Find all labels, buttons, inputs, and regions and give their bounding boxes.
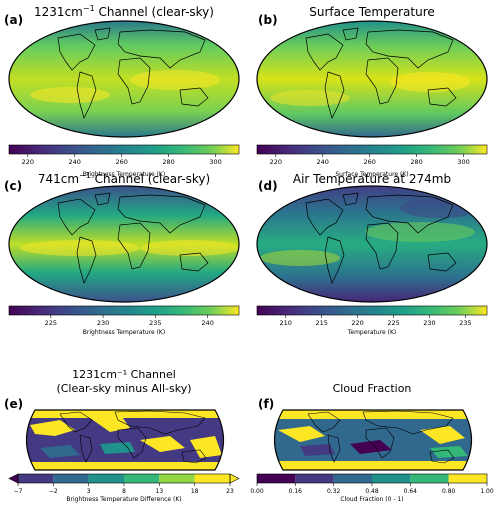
colorbar-segment xyxy=(295,474,334,483)
colorbar-tick-label: 0.16 xyxy=(289,488,303,495)
panel-f-colorbar xyxy=(256,473,488,484)
panel-a-map xyxy=(9,21,239,137)
colorbar-segment xyxy=(18,474,54,483)
panel-b-colorbar-label: Surface Temperature (K) xyxy=(335,171,408,178)
panel-a: (a) 1231cm−1 Channel (clear-sky) 220 240 2… xyxy=(4,4,240,178)
colorbar-segment xyxy=(88,474,124,483)
panel-e-title-line-2: (Clear-sky minus All-sky) xyxy=(56,382,191,395)
panel-e: (e) 1231cm⁻¹ Channel (Clear-sky minus Al… xyxy=(4,368,240,503)
colorbar-tick-label: 240 xyxy=(317,158,329,166)
colorbar-tick-label: 1.00 xyxy=(480,488,494,495)
panel-e-label: (e) xyxy=(4,397,23,411)
colorbar-tick-label: 280 xyxy=(410,158,422,166)
colorbar-tick-label: 0.80 xyxy=(442,488,456,495)
colorbar-tick-label: 230 xyxy=(423,319,435,327)
colorbar-tick-label: 23 xyxy=(226,488,234,495)
panel-d-title: Air Temperature at 274mb xyxy=(293,172,451,186)
panel-b-title: Surface Temperature xyxy=(309,5,435,19)
panel-a-title: 1231cm−1 Channel (clear-sky) xyxy=(34,4,214,19)
colorbar-segment xyxy=(333,474,372,483)
panel-e-map xyxy=(26,410,224,470)
colorbar-segment xyxy=(257,474,296,483)
panel-b-colorbar xyxy=(256,144,488,155)
panel-d-colorbar-ticks: 210 215 220 225 230 235 xyxy=(280,315,472,327)
panel-a-colorbar xyxy=(8,144,240,155)
panel-f-label: (f) xyxy=(258,397,274,411)
colorbar-tick-label: 220 xyxy=(270,158,282,166)
colorbar-tick-label: 260 xyxy=(363,158,375,166)
colorbar-tick-label: 280 xyxy=(162,158,174,166)
panel-c-map xyxy=(9,186,239,302)
panel-b: (b) Surface Temperature 220 240 260 280 300 … xyxy=(256,5,488,178)
panel-c-colorbar-label: Brightness Temperature (K) xyxy=(83,329,165,336)
panel-f-colorbar-label: Cloud Fraction (0 - 1) xyxy=(340,496,403,503)
panel-a-colorbar-label: Brightness Temperature (K) xyxy=(83,171,165,178)
colorbar-tick-label: −7 xyxy=(14,488,23,495)
colorbar-extend-low xyxy=(8,473,19,484)
colorbar-tick-label: 225 xyxy=(387,319,399,327)
colorbar-tick-label: 240 xyxy=(201,319,213,327)
colorbar-tick-label: 240 xyxy=(69,158,81,166)
colorbar-tick-label: 260 xyxy=(115,158,127,166)
panel-c-title: 741cm−1 Channel (clear-sky) xyxy=(38,171,210,186)
colorbar-tick-label: 230 xyxy=(97,319,109,327)
colorbar-tick-label: 18 xyxy=(191,488,199,495)
colorbar-tick-label: 235 xyxy=(149,319,161,327)
panel-f-colorbar-ticks: 0.00 0.16 0.32 0.48 0.64 0.80 1.00 xyxy=(250,483,494,495)
panel-b-label: (b) xyxy=(258,13,278,27)
panel-e-colorbar-label: Brightness Temperature Difference (K) xyxy=(66,496,181,503)
panel-a-colorbar-ticks: 220 240 260 280 300 xyxy=(22,154,222,166)
panel-e-colorbar xyxy=(8,473,240,484)
colorbar-tick-label: 0.48 xyxy=(365,488,379,495)
panel-c-colorbar-ticks: 225 230 235 240 xyxy=(45,315,214,327)
colorbar-segment xyxy=(448,474,487,483)
colorbar-segment xyxy=(410,474,449,483)
colorbar-tick-label: 0.00 xyxy=(250,488,264,495)
panel-c-colorbar xyxy=(8,305,240,316)
colorbar-tick-label: 235 xyxy=(459,319,471,327)
colorbar-tick-label: −2 xyxy=(49,488,58,495)
panel-e-colorbar-ticks: −7 −2 3 8 13 18 23 xyxy=(14,483,234,495)
panel-d-colorbar xyxy=(256,305,488,316)
panel-d-map xyxy=(257,186,487,302)
colorbar-segment xyxy=(53,474,89,483)
panel-d-label: (d) xyxy=(258,179,278,193)
colorbar-tick-label: 8 xyxy=(122,488,126,495)
colorbar-tick-label: 215 xyxy=(315,319,327,327)
panel-d-colorbar-label: Temperature (K) xyxy=(347,329,397,336)
colorbar-segment xyxy=(159,474,195,483)
panel-e-title-line-1: 1231cm⁻¹ Channel xyxy=(72,368,176,381)
panel-f-map xyxy=(274,410,472,470)
colorbar-tick-label: 300 xyxy=(457,158,469,166)
panel-c-label: (c) xyxy=(4,179,22,193)
panel-f-title: Cloud Fraction xyxy=(333,382,412,395)
colorbar-segment xyxy=(194,474,230,483)
colorbar-tick-label: 13 xyxy=(156,488,164,495)
colorbar-tick-label: 220 xyxy=(22,158,34,166)
colorbar-tick-label: 300 xyxy=(209,158,221,166)
colorbar-tick-label: 225 xyxy=(45,319,57,327)
colorbar-segment xyxy=(124,474,160,483)
panel-b-map xyxy=(257,21,487,137)
colorbar-tick-label: 3 xyxy=(87,488,91,495)
colorbar-extend-high xyxy=(229,473,240,484)
panel-f: (f) Cloud Fraction 0.00 0.16 0.32 0.48 0.64 0… xyxy=(250,382,494,503)
colorbar-tick-label: 210 xyxy=(280,319,292,327)
colorbar-tick-label: 220 xyxy=(351,319,363,327)
panel-d: (d) Air Temperature at 274mb 210 215 220 22… xyxy=(256,172,488,336)
colorbar-tick-label: 0.32 xyxy=(327,488,341,495)
panel-b-colorbar-ticks: 220 240 260 280 300 xyxy=(270,154,470,166)
colorbar-segment xyxy=(372,474,411,483)
colorbar-tick-label: 0.64 xyxy=(404,488,418,495)
panel-a-label: (a) xyxy=(4,13,23,27)
panel-c: (c) 741cm−1 Channel (clear-sky) 225 230 23… xyxy=(4,171,240,336)
